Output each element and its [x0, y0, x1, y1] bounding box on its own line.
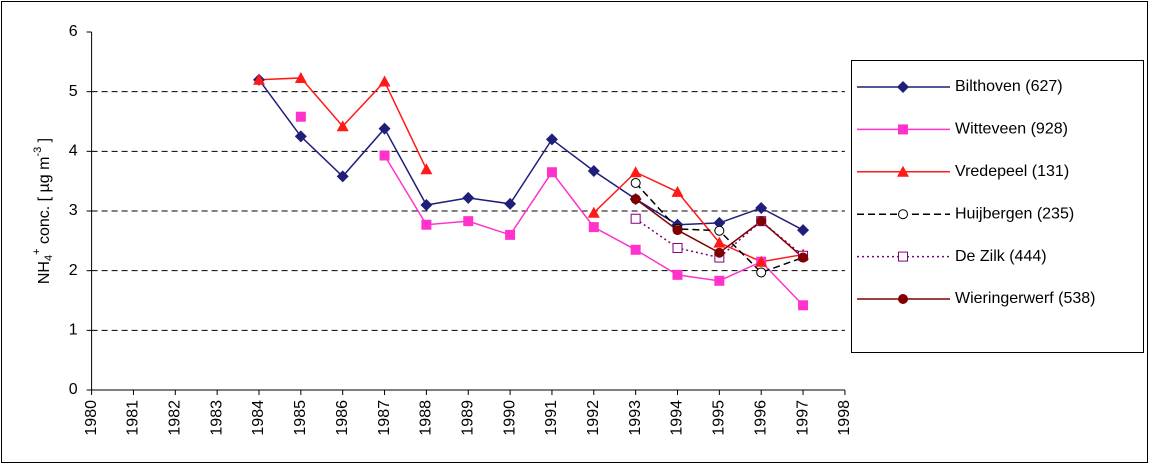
y-axis-label-part: conc. [ µg m: [36, 157, 53, 249]
marker: [336, 120, 349, 132]
marker: [378, 75, 391, 87]
y-tick-label: 5: [69, 83, 78, 100]
x-tick-label: 1986: [334, 400, 351, 436]
x-tick-label: 1981: [125, 400, 142, 436]
marker: [755, 255, 768, 267]
marker: [505, 229, 516, 240]
marker: [671, 185, 684, 197]
x-tick-label: 1985: [292, 400, 309, 436]
y-tick-label: 0: [69, 381, 78, 398]
x-tick-label: 1990: [501, 400, 518, 436]
marker: [714, 225, 725, 236]
legend-label: Huijbergen (235): [955, 205, 1074, 222]
x-tick-label: 1996: [752, 400, 769, 436]
y-tick-label: 4: [69, 143, 78, 160]
marker: [545, 133, 558, 146]
marker: [630, 244, 641, 255]
legend-box: [851, 60, 1144, 353]
legend-label: Vredepeel (131): [955, 163, 1069, 180]
y-axis-label-part: NH: [36, 261, 53, 284]
y-axis-label: NH4+ conc. [ µg m-3 ]: [31, 138, 55, 284]
x-tick-label: 1980: [83, 400, 100, 436]
legend-label: Witteveen (928): [955, 121, 1068, 138]
marker: [898, 251, 908, 262]
marker: [504, 197, 517, 210]
marker: [295, 111, 306, 122]
marker: [898, 124, 908, 135]
y-axis-label-part: -3: [32, 147, 44, 157]
x-tick-label: 1983: [208, 400, 225, 436]
marker: [420, 163, 433, 175]
marker: [630, 177, 641, 188]
marker: [755, 202, 768, 215]
x-tick-label: 1982: [167, 400, 184, 436]
marker: [672, 242, 683, 253]
x-tick-label: 1988: [418, 400, 435, 436]
series-line: [258, 79, 804, 231]
marker: [253, 73, 265, 85]
marker: [462, 191, 475, 204]
x-tick-label: 1989: [459, 400, 476, 436]
x-tick-label: 1984: [250, 400, 267, 436]
marker: [630, 194, 641, 205]
marker: [897, 81, 909, 93]
marker: [294, 130, 307, 143]
marker: [898, 294, 908, 304]
legend-label: Wieringerwerf (538): [955, 290, 1095, 307]
marker: [294, 71, 307, 83]
marker: [420, 199, 433, 212]
marker: [713, 236, 726, 248]
marker: [897, 165, 909, 177]
x-tick-label: 1991: [543, 400, 560, 436]
y-axis-label-part: +: [31, 248, 43, 254]
marker: [629, 166, 642, 178]
x-tick-label: 1993: [627, 400, 644, 436]
x-tick-label: 1992: [585, 400, 602, 436]
marker: [546, 167, 557, 178]
y-tick-label: 3: [69, 202, 78, 219]
y-tick-label: 6: [69, 23, 78, 40]
marker: [714, 275, 725, 286]
marker: [756, 267, 767, 278]
marker: [756, 216, 767, 227]
y-tick-label: 1: [69, 322, 78, 339]
marker: [798, 252, 809, 263]
marker: [588, 222, 599, 233]
marker: [898, 209, 908, 220]
x-tick-label: 1995: [711, 400, 728, 436]
x-tick-label: 1997: [794, 400, 811, 436]
marker: [421, 219, 432, 230]
x-tick-label: 1994: [669, 400, 686, 436]
y-axis-label-part: ]: [36, 138, 53, 147]
marker: [672, 225, 683, 236]
marker: [336, 170, 349, 183]
marker: [587, 165, 600, 178]
marker: [463, 216, 474, 227]
marker: [630, 213, 641, 224]
y-tick-label: 2: [69, 262, 78, 279]
x-tick-label: 1987: [376, 400, 393, 436]
marker: [713, 216, 726, 229]
legend-label: Bilthoven (627): [955, 78, 1063, 95]
x-tick-label: 1998: [836, 400, 853, 436]
marker: [379, 150, 390, 161]
marker: [587, 206, 600, 218]
y-axis-label-part: 4: [43, 255, 55, 261]
marker: [378, 122, 391, 135]
marker: [797, 224, 810, 237]
marker: [672, 269, 683, 280]
marker: [714, 247, 725, 258]
legend-label: De Zilk (444): [955, 248, 1047, 265]
marker: [798, 300, 809, 311]
